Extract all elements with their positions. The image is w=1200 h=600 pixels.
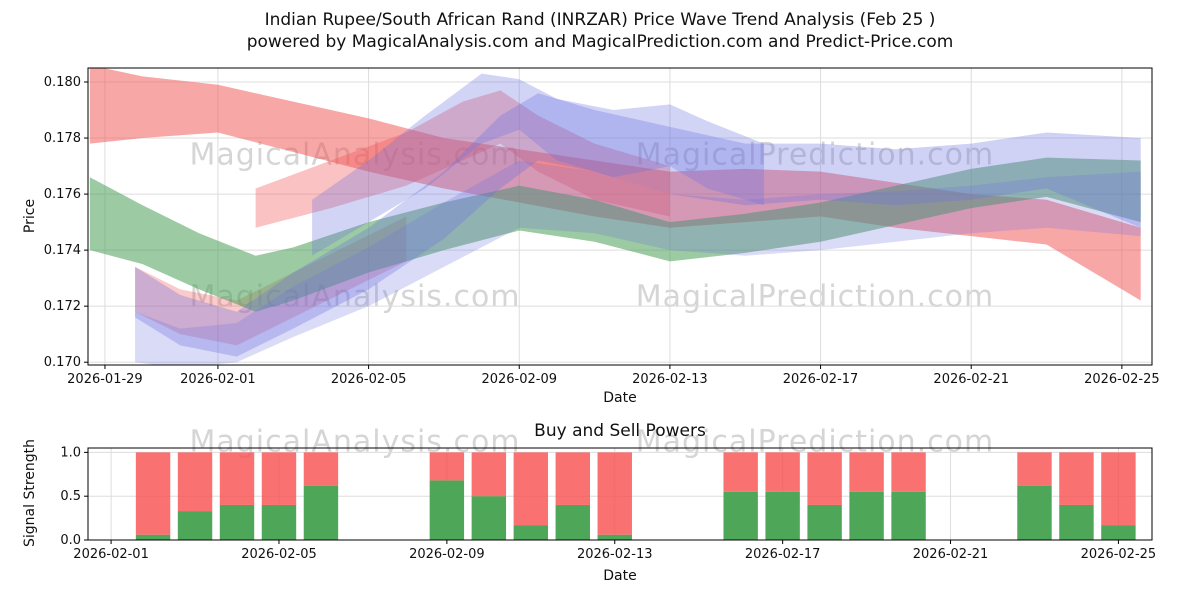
chart-title: Indian Rupee/South African Rand (INRZAR)… [264, 10, 936, 30]
band-green-trend [89, 157, 1141, 312]
buy-bar [765, 491, 800, 540]
watermark-prediction: MagicalPrediction.com [635, 137, 995, 173]
band-blue-main-wave [135, 93, 1141, 357]
x-tick-label: 2026-01-29 [67, 372, 143, 387]
x-tick-label: 2026-02-13 [577, 547, 653, 562]
signal-chart-title: Buy and Sell Powers [534, 421, 706, 441]
band-red-upper-trend [89, 68, 1141, 301]
y-tick-label: 0.0 [60, 533, 81, 548]
plot-frame [87, 447, 1153, 541]
sell-bar [555, 452, 590, 505]
x-tick-label: 2026-02-17 [745, 547, 821, 562]
date-axis-label-signal: Date [603, 568, 637, 584]
x-tick-label: 2026-02-21 [933, 372, 1009, 387]
sell-bar [513, 452, 549, 526]
y-tick-label: 0.174 [44, 243, 81, 258]
sell-bar [1017, 452, 1052, 486]
y-tick-label: 0.170 [44, 355, 81, 370]
x-tick-label: 2026-02-25 [1084, 372, 1160, 387]
buy-bar [135, 534, 171, 540]
signal-strength-axis-label: Signal Strength [22, 438, 38, 548]
buy-bar [219, 504, 255, 540]
sell-bar [303, 452, 339, 486]
buy-bar [555, 504, 590, 540]
x-tick-label: 2026-02-09 [409, 547, 485, 562]
buy-bar [471, 496, 507, 540]
x-tick-label: 2026-02-05 [331, 372, 407, 387]
sell-bar [597, 452, 632, 535]
buy-bar [807, 504, 842, 540]
buy-bar [891, 491, 926, 540]
date-axis-label-main: Date [603, 390, 637, 406]
buy-bar [303, 485, 339, 540]
buy-bar [429, 480, 465, 540]
sell-bar [471, 452, 507, 497]
buy-bar [1059, 504, 1094, 540]
sell-bar [849, 452, 884, 492]
sell-bar [807, 452, 842, 505]
buy-bar [849, 491, 884, 540]
band-blue-peak-wave [312, 73, 765, 256]
y-tick-label: 0.178 [44, 131, 81, 146]
y-tick-label: 0.176 [44, 187, 81, 202]
y-tick-label: 0.180 [44, 75, 81, 90]
buy-bar [1017, 485, 1052, 540]
x-tick-label: 2026-02-25 [1081, 547, 1157, 562]
price-axis-label: Price [22, 198, 38, 234]
band-red-lower-left-wave [135, 216, 407, 346]
sell-bar [135, 452, 171, 535]
sell-bar [177, 452, 213, 512]
x-tick-label: 2026-02-09 [481, 372, 557, 387]
y-tick-label: 0.5 [60, 489, 81, 504]
sell-bar [723, 452, 758, 492]
sell-bar [1059, 452, 1094, 505]
sell-bar [429, 452, 465, 481]
buy-bar [723, 491, 758, 540]
x-tick-label: 2026-02-05 [241, 547, 317, 562]
y-tick-label: 1.0 [60, 445, 81, 460]
x-tick-label: 2026-02-13 [632, 372, 708, 387]
sell-bar [765, 452, 800, 492]
buy-bar [1101, 525, 1136, 540]
band-blue-lower-wave [135, 160, 1141, 365]
buy-bar [177, 511, 213, 540]
x-tick-label: 2026-02-01 [73, 547, 149, 562]
buy-bar [597, 534, 632, 540]
x-tick-label: 2026-02-21 [913, 547, 989, 562]
plot-frame [87, 67, 1153, 366]
x-tick-label: 2026-02-01 [180, 372, 256, 387]
chart-subtitle: powered by MagicalAnalysis.com and Magic… [246, 32, 954, 52]
sell-bar [261, 452, 297, 505]
buy-bar [261, 504, 297, 540]
x-tick-label: 2026-02-17 [783, 372, 859, 387]
band-red-mid-wave [255, 90, 670, 228]
sell-bar [1101, 452, 1136, 526]
watermark-prediction: MagicalPrediction.com [635, 279, 995, 315]
sell-bar [891, 452, 926, 492]
y-tick-label: 0.172 [44, 299, 81, 314]
sell-bar [219, 452, 255, 505]
buy-bar [513, 525, 549, 540]
